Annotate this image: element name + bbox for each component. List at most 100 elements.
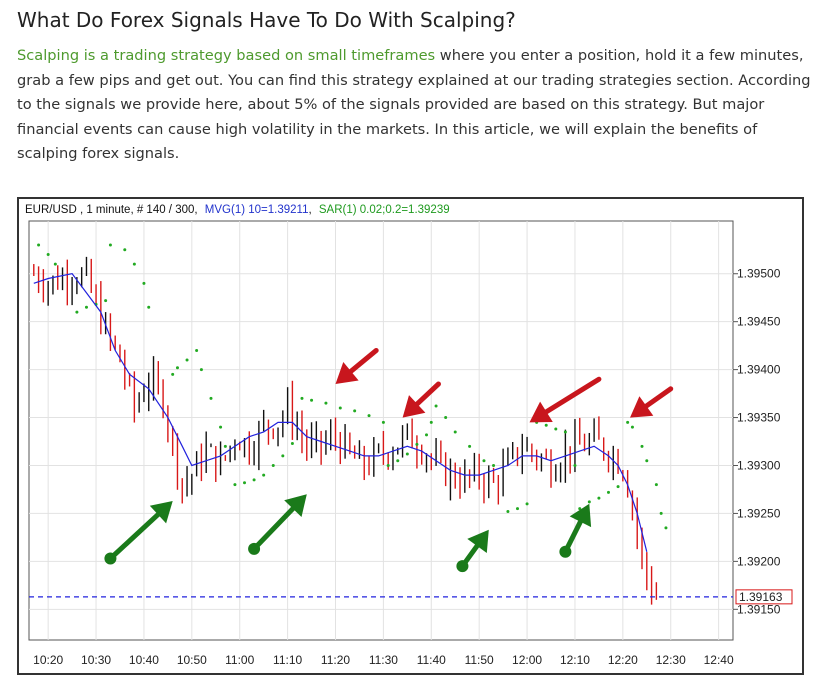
sar-dot (252, 478, 256, 482)
sar-dot (367, 414, 371, 418)
last-price-label: 1.39163 (739, 590, 783, 604)
eurusd-chart: 10:20 10:30 10:40 10:50 11:00 11:10 11:20 11:30… (25, 204, 793, 667)
buy-arrow-head (467, 529, 489, 553)
sar-dot (424, 433, 428, 437)
sar-dot (415, 442, 419, 446)
sar-dot (386, 463, 390, 467)
x-tick-label: 12:30 (656, 653, 686, 667)
last-price-box (735, 589, 793, 605)
buy-arrow-tail (248, 542, 261, 555)
buy-arrow (248, 494, 307, 555)
sell-arrow (335, 347, 379, 384)
buy-arrow-shaft (107, 512, 161, 562)
sar-dot (281, 454, 285, 458)
sar-dot (53, 262, 57, 266)
x-tick-label: 12:00 (512, 653, 542, 667)
x-tick-label: 12:20 (608, 653, 638, 667)
sar-dot (123, 248, 127, 252)
chart-header-sar: SAR(1) 0.02;0.2=1.39239 (319, 204, 450, 216)
sar-dot (506, 510, 510, 514)
sar-dots (37, 243, 668, 530)
scalping-strategy-link[interactable]: Scalping is a trading strategy based on … (17, 47, 436, 64)
x-tick-label: 12:10 (560, 653, 590, 667)
sar-dot (544, 423, 548, 427)
sell-arrow-head (402, 395, 426, 418)
sar-dot (525, 502, 529, 506)
buy-arrow (559, 503, 592, 558)
x-tick-label: 10:50 (177, 653, 207, 667)
sar-dot (606, 490, 610, 494)
sar-dot (243, 481, 247, 485)
chart-grid (28, 220, 734, 641)
chart-frame: 10:20 10:30 10:40 10:50 11:00 11:10 11:20 11:30… (17, 197, 804, 675)
sell-arrow (630, 386, 674, 418)
sar-dot (645, 459, 649, 463)
sar-dot (37, 243, 41, 247)
mvg-line (33, 273, 648, 552)
y-tick-label: 1.39350 (737, 411, 781, 425)
sar-dot (84, 305, 88, 309)
sell-arrow (529, 376, 602, 423)
sar-dot (108, 243, 112, 247)
sar-dot (573, 463, 577, 467)
x-tick-label: 11:30 (369, 653, 398, 667)
sar-dot (626, 420, 630, 424)
sar-dot (233, 483, 237, 487)
buy-arrow-head (569, 503, 592, 528)
sar-dot (46, 253, 50, 257)
sar-dot (104, 299, 108, 303)
x-tick-label: 12:40 (704, 653, 734, 667)
buy-arrow (104, 501, 173, 565)
sar-dot (515, 507, 519, 511)
sar-dot (147, 305, 151, 309)
sar-dot (199, 368, 203, 372)
chart-header-comma: , (308, 204, 311, 216)
y-tick-label: 1.39200 (737, 554, 781, 568)
sar-dot (195, 348, 199, 352)
mvg-polyline (33, 273, 648, 552)
buy-arrow (456, 529, 489, 573)
x-tick-label: 11:50 (465, 653, 494, 667)
sar-dot (75, 310, 79, 314)
y-tick-label: 1.39300 (737, 458, 781, 472)
y-tick-label: 1.39250 (737, 506, 781, 520)
x-tick-label: 11:20 (321, 653, 350, 667)
y-tick-label: 1.39150 (737, 602, 781, 616)
sar-dot (185, 358, 189, 362)
x-tick-label: 10:20 (33, 653, 63, 667)
sell-arrow-shaft (543, 376, 602, 415)
sar-dot (630, 425, 634, 429)
sell-arrow-head (335, 362, 359, 384)
sar-dot (554, 427, 558, 431)
sar-dot (271, 463, 275, 467)
sar-dot (444, 416, 448, 420)
sar-dot (597, 496, 601, 500)
y-tick-label: 1.39400 (737, 363, 781, 377)
sar-dot (142, 281, 146, 285)
sar-dot (223, 444, 227, 448)
sar-dot (262, 473, 266, 477)
sar-dot (324, 401, 328, 405)
sar-dot (482, 459, 486, 463)
sar-dot (171, 372, 175, 376)
sar-dot (492, 463, 496, 467)
chart-header-mvg: MVG(1) 10=1.39211 (205, 204, 309, 216)
buy-arrow-shaft (251, 506, 296, 552)
sar-dot (209, 396, 213, 400)
sar-dot (396, 459, 400, 463)
sar-dot (381, 420, 385, 424)
x-tick-label: 11:00 (225, 653, 254, 667)
signal-arrows (104, 347, 674, 573)
article-body-text: where you enter a position, hold it a fe… (17, 47, 811, 162)
sar-dot (453, 430, 457, 434)
article-title: What Do Forex Signals Have To Do With Sc… (17, 8, 516, 32)
plot-area (28, 220, 734, 641)
x-tick-label: 10:30 (81, 653, 111, 667)
buy-arrow-head (284, 494, 307, 517)
sar-dot (664, 526, 668, 530)
buy-arrow-head (149, 501, 173, 524)
sell-arrow-head (529, 401, 553, 423)
sar-dot (219, 425, 223, 429)
sar-dot (587, 500, 591, 504)
buy-arrow-tail (559, 545, 572, 558)
